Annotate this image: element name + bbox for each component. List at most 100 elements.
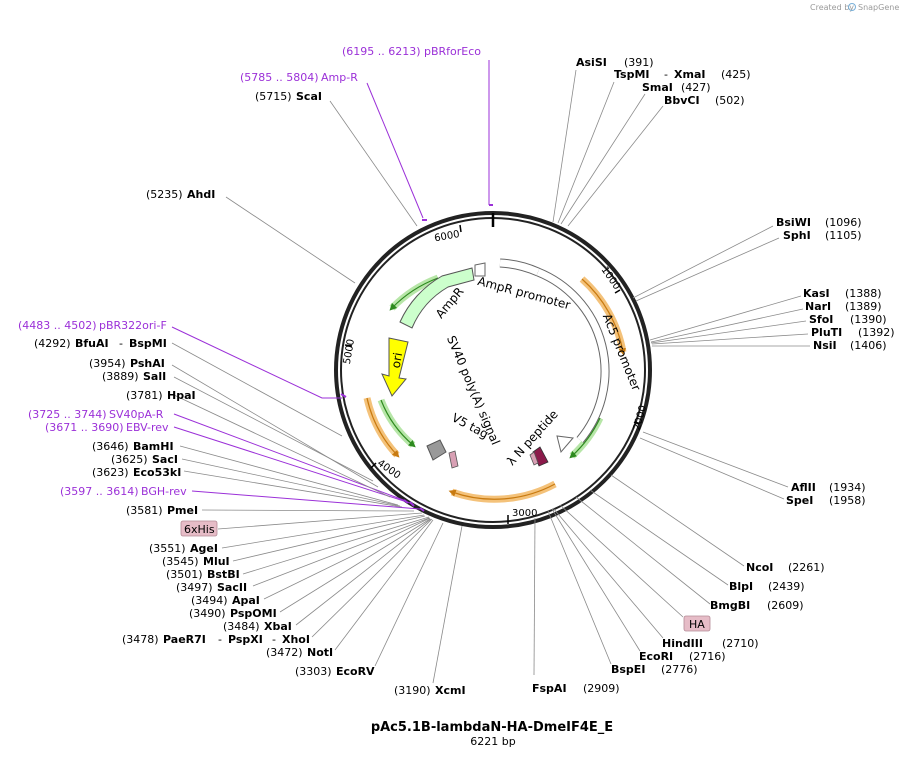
svg-text:(3954): (3954): [89, 357, 126, 370]
site-pmei: PmeI: [167, 504, 198, 517]
svg-text:(427): (427): [681, 81, 711, 94]
v5-tag-feature: [426, 439, 447, 461]
primer-sv40pa-range: (3725 .. 3744): [28, 408, 107, 421]
primer-ampr-range: (5785 .. 5804): [240, 71, 319, 84]
svg-text:(3501): (3501): [166, 568, 203, 581]
svg-text:3000: 3000: [512, 508, 537, 519]
svg-text:(3497): (3497): [176, 581, 213, 594]
snapgene-logo-icon: [848, 3, 856, 11]
svg-text:SnapGene: SnapGene: [858, 3, 899, 12]
svg-text:(502): (502): [715, 94, 745, 107]
svg-text:(3484): (3484): [223, 620, 260, 633]
site-hpai: HpaI: [167, 389, 196, 402]
site-saci: SacI: [152, 453, 178, 466]
svg-text:6000: 6000: [434, 229, 461, 244]
site-mlui: MluI: [203, 555, 230, 568]
snapgene-credit: Created by SnapGene: [810, 3, 899, 12]
primer-tick-ebv: [409, 501, 415, 507]
primer-ebv-name: EBV-rev: [126, 421, 169, 434]
primer-ampr-name: Amp-R: [321, 71, 358, 84]
svg-text:(3478): (3478): [122, 633, 159, 646]
site-bmgbi: BmgBI: [710, 599, 750, 612]
ac5-promoter-feature: [536, 268, 609, 443]
site-tspmi: TspMI: [614, 68, 650, 81]
svg-text:(1406): (1406): [850, 339, 887, 352]
site-scai: ScaI: [296, 90, 322, 103]
primer-tick-pbr322ori: [340, 393, 347, 398]
site-blpi: BlpI: [729, 580, 753, 593]
tick-5000: 5000: [342, 338, 357, 365]
svg-text:(2716): (2716): [689, 650, 726, 663]
site-nsii: NsiI: [813, 339, 837, 352]
his-tag-feature: [448, 450, 459, 469]
site-xhoi: XhoI: [282, 633, 310, 646]
tag-6xhis-badge: [180, 520, 218, 537]
ori-label: ori: [389, 351, 405, 369]
primer-pbr322ori-range: (4483 .. 4502): [18, 319, 97, 332]
ampr-promoter-arrow: [474, 262, 486, 277]
svg-text:(3781): (3781): [126, 389, 163, 402]
site-xbai: XbaI: [264, 620, 292, 633]
primer-sv40pa-name: SV40pA-R: [109, 408, 164, 421]
svg-text:(3581): (3581): [126, 504, 163, 517]
site-bspei: BspEI: [611, 663, 645, 676]
site-sacii: SacII: [217, 581, 247, 594]
plasmid-title: pAc5.1B-lambdaN-HA-DmeIF4E_E: [371, 720, 613, 735]
svg-text:6xHis: 6xHis: [184, 523, 215, 536]
svg-text:-: -: [119, 337, 123, 350]
site-bamhi: BamHI: [133, 440, 174, 453]
site-bfuai: BfuAI: [75, 337, 109, 350]
site-sphi: SphI: [783, 229, 811, 242]
site-xcmi: XcmI: [435, 684, 466, 697]
svg-text:(1105): (1105): [825, 229, 862, 242]
svg-text:HA: HA: [689, 618, 705, 631]
svg-text:(2776): (2776): [661, 663, 698, 676]
ampr-feature: [399, 267, 475, 329]
primer-pbrforeco-name: pBRforEco: [424, 45, 481, 58]
tick-1000: 1000: [598, 265, 622, 294]
svg-text:(1934): (1934): [829, 481, 866, 494]
site-bsiwi: BsiWI: [776, 216, 811, 229]
site-bspmi: BspMI: [129, 337, 167, 350]
primer-bgh-range: (3597 .. 3614): [60, 485, 139, 498]
site-nari: NarI: [805, 300, 831, 313]
svg-text:-: -: [272, 633, 276, 646]
primer-bgh-name: BGH-rev: [141, 485, 187, 498]
site-ecorv: EcoRV: [336, 665, 375, 678]
svg-text:(2439): (2439): [768, 580, 805, 593]
svg-text:(2261): (2261): [788, 561, 825, 574]
site-smai: SmaI: [642, 81, 673, 94]
site-paer7i: PaeR7I: [163, 633, 206, 646]
svg-text:(3303): (3303): [295, 665, 332, 678]
svg-text:(2609): (2609): [767, 599, 804, 612]
svg-text:(391): (391): [624, 56, 654, 69]
tick-3000: 3000: [507, 508, 537, 524]
svg-text:(4292): (4292): [34, 337, 71, 350]
svg-text:(3490): (3490): [189, 607, 226, 620]
site-eco53ki: Eco53kI: [133, 466, 181, 479]
svg-text:(3889): (3889): [102, 370, 139, 383]
plasmid-size: 6221 bp: [470, 735, 515, 748]
tick-2000: 2000: [632, 404, 649, 431]
site-asisi: AsiSI: [576, 56, 607, 69]
site-bbvci: BbvCI: [664, 94, 700, 107]
ampr-promoter-feature: [499, 259, 540, 276]
tick-6000: 6000: [434, 224, 462, 244]
svg-text:(3545): (3545): [162, 555, 199, 568]
svg-text:(3494): (3494): [191, 594, 228, 607]
primer-ebv-range: (3671 .. 3690): [45, 421, 124, 434]
primer-pbrforeco-range: (6195 .. 6213): [342, 45, 421, 58]
svg-text:(5715): (5715): [255, 90, 292, 103]
ori-feature: [381, 337, 409, 397]
site-ncoi: NcoI: [746, 561, 773, 574]
site-agei: AgeI: [190, 542, 218, 555]
svg-text:(3551): (3551): [149, 542, 186, 555]
site-sali: SalI: [143, 370, 166, 383]
svg-text:(1958): (1958): [829, 494, 866, 507]
svg-text:(3190): (3190): [394, 684, 431, 697]
site-apai: ApaI: [232, 594, 260, 607]
svg-text:(425): (425): [721, 68, 751, 81]
svg-text:-: -: [664, 68, 668, 81]
svg-text:(3646): (3646): [92, 440, 129, 453]
site-pshai: PshAI: [130, 357, 165, 370]
